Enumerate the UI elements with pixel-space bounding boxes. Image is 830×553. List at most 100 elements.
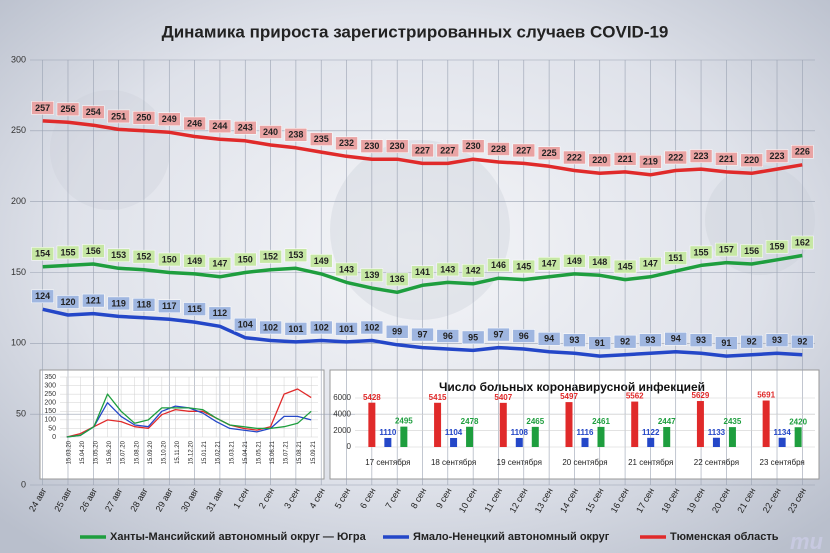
value-label: 223 <box>694 151 709 161</box>
value-label-box <box>436 262 460 277</box>
y-tick-label: 4000 <box>333 409 351 418</box>
series-line <box>42 119 803 177</box>
value-label: 251 <box>111 111 126 121</box>
value-label: 5428 <box>363 393 381 402</box>
value-label: 227 <box>415 145 430 155</box>
x-tick-label: 15.03.21 <box>229 440 235 464</box>
value-label-box <box>715 152 738 166</box>
value-label-box <box>158 112 181 126</box>
value-label-box <box>309 254 333 268</box>
value-label: 220 <box>744 155 759 165</box>
value-label-box <box>284 128 308 142</box>
value-label-box <box>588 153 612 168</box>
value-label-box <box>233 252 257 267</box>
value-label: 139 <box>364 270 379 280</box>
y-tick-label: 0 <box>21 479 26 489</box>
value-label: 5629 <box>692 391 710 400</box>
legend-label: Ханты-Мансийский автономный округ — Югра <box>110 531 367 543</box>
value-label-box <box>588 336 612 350</box>
value-label: 94 <box>671 334 681 344</box>
value-label: 91 <box>595 338 605 348</box>
value-label: 149 <box>567 256 582 266</box>
value-label: 230 <box>364 141 379 151</box>
value-label: 97 <box>417 329 427 339</box>
value-label-box <box>715 336 738 350</box>
value-label-box <box>82 105 105 119</box>
x-tick-label: 22 сентября <box>694 458 739 467</box>
value-label: 1122 <box>642 428 660 437</box>
value-label-box <box>107 296 130 311</box>
value-label: 250 <box>136 113 151 123</box>
value-label-box <box>613 152 637 166</box>
y-tick-label: 350 <box>44 374 56 381</box>
value-label-box <box>436 143 460 158</box>
value-label-box <box>715 242 738 257</box>
x-tick-label: 15.02.21 <box>216 440 222 464</box>
value-label-box <box>56 245 80 260</box>
value-label: 112 <box>213 308 228 318</box>
bar <box>762 400 770 447</box>
value-label: 244 <box>212 121 227 131</box>
series-line <box>66 388 312 438</box>
value-label-box <box>309 132 333 146</box>
value-label: 97 <box>493 329 503 339</box>
value-label: 238 <box>288 130 303 140</box>
value-label: 154 <box>35 249 50 259</box>
x-tick-label: 15.11.20 <box>175 440 181 464</box>
value-label: 124 <box>35 291 50 301</box>
value-label-box <box>233 121 257 135</box>
value-label: 222 <box>567 152 582 162</box>
value-label: 136 <box>390 274 405 284</box>
value-label-box <box>31 247 54 261</box>
x-tick-label: 15.04.20 <box>80 440 86 464</box>
value-label: 226 <box>795 147 810 157</box>
value-label: 118 <box>137 300 152 310</box>
series-line <box>42 253 803 295</box>
value-label-box <box>284 248 308 262</box>
value-label: 93 <box>772 335 782 345</box>
value-label: 222 <box>668 152 683 162</box>
value-label-box <box>158 299 181 313</box>
x-tick-label: 15.04.21 <box>243 440 249 464</box>
x-tick-label: 15.07.20 <box>121 440 127 464</box>
value-label-box <box>791 145 814 159</box>
value-label: 221 <box>719 154 734 164</box>
value-label-box <box>639 257 662 271</box>
x-tick-label: 21 сентября <box>628 458 673 467</box>
y-tick-label: 2000 <box>333 426 351 435</box>
value-label: 5407 <box>494 393 512 402</box>
inset-title: Число больных коронавирусной инфекцией <box>439 380 705 394</box>
inset-frame <box>39 369 325 480</box>
series-line <box>42 307 803 358</box>
value-label-box <box>233 317 257 332</box>
value-label-box <box>639 333 662 347</box>
value-label-box <box>56 295 80 309</box>
bar <box>712 437 720 447</box>
y-tick-label: 50 <box>16 409 26 419</box>
y-tick-label: 150 <box>11 267 26 277</box>
value-label: 92 <box>797 337 807 347</box>
value-label: 147 <box>542 259 557 269</box>
value-label-box <box>183 302 206 316</box>
value-label-box <box>588 255 612 270</box>
value-label-box <box>158 252 181 267</box>
value-label: 155 <box>60 247 75 257</box>
value-label: 228 <box>491 144 506 154</box>
value-label: 2461 <box>592 417 610 426</box>
bar <box>466 426 474 447</box>
value-label: 151 <box>668 253 683 263</box>
value-label: 143 <box>339 264 354 274</box>
value-label-box <box>563 333 586 347</box>
legend-label: Ямало-Ненецкий автономный округ <box>413 531 610 543</box>
value-label-box <box>360 268 384 282</box>
value-label-box <box>284 322 308 336</box>
value-label: 157 <box>719 244 734 254</box>
x-tick-label: 15.06.20 <box>107 440 113 464</box>
value-label: 149 <box>314 256 329 266</box>
value-label-box <box>512 143 536 158</box>
value-label-box <box>335 322 358 336</box>
value-label: 119 <box>111 298 126 308</box>
x-tick-label: 17 сентября <box>365 458 410 467</box>
x-tick-label: 15.01.21 <box>202 440 208 464</box>
